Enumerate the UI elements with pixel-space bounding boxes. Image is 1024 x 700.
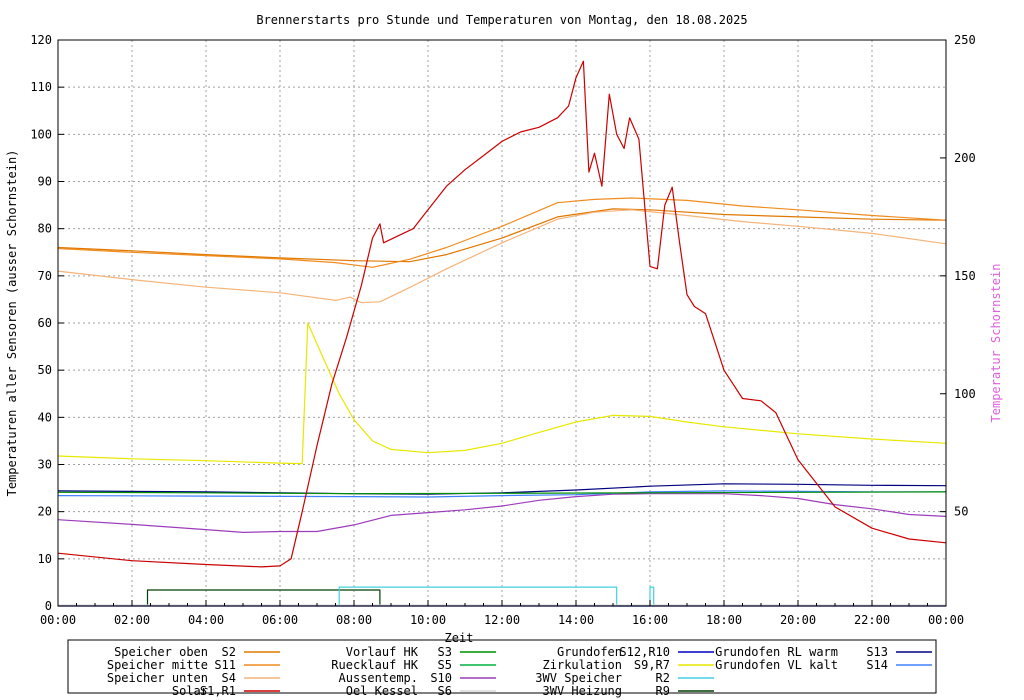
legend-code: S2 — [222, 645, 236, 659]
legend-entry: Aussentemp. S10 — [339, 671, 496, 685]
grid — [58, 40, 946, 606]
x-tick-label: 02:00 — [114, 613, 150, 627]
legend-label: Grundofen VL kalt — [715, 658, 838, 672]
x-tick-label: 06:00 — [262, 613, 298, 627]
axes: 0 10 20 30 40 50 60 70 80 90 100 110 120 50 100 150 200 2… — [30, 33, 975, 627]
y-tick-label: 100 — [30, 127, 52, 141]
x-axis-label: Zeit — [445, 631, 474, 645]
legend-entry: Speicher oben S2 — [114, 645, 280, 659]
series-line-s2 — [57, 208, 947, 263]
chart-title: Brennerstarts pro Stunde und Temperature… — [256, 13, 747, 27]
y-tick-label: 120 — [30, 33, 52, 47]
x-tick-label: 22:00 — [854, 613, 890, 627]
legend-entry: Vorlauf HK S3 — [346, 645, 496, 659]
legend-label: Grundofen RL warm — [715, 645, 838, 659]
x-tick-label: 12:00 — [484, 613, 520, 627]
series-group — [57, 60, 947, 607]
y-tick-label: 90 — [38, 175, 52, 189]
y2-tick-label: 150 — [954, 269, 976, 283]
legend-entry: 3WV Speicher R2 — [535, 671, 714, 685]
x-tick-label: 08:00 — [336, 613, 372, 627]
x-tick-label: 14:00 — [558, 613, 594, 627]
legend-label: Speicher unten — [107, 671, 208, 685]
legend-code: R2 — [656, 671, 670, 685]
legend-label: 3WV Speicher — [535, 671, 622, 685]
series-line-s1r1 — [57, 60, 947, 568]
legend-label: Speicher mitte — [107, 658, 208, 672]
legend-label: Zirkulation — [543, 658, 622, 672]
legend-entry: Grundofen VL kalt S14 — [715, 658, 932, 672]
series-line-s4 — [57, 209, 947, 304]
legend-code: S3 — [438, 645, 452, 659]
legend-entry: Oel Kessel S6 — [346, 684, 496, 698]
x-tick-label: 20:00 — [780, 613, 816, 627]
legend-entry: 3WV Heizung R9 — [543, 684, 714, 698]
y-axis-label: Temperaturen aller Sensoren (ausser Scho… — [5, 150, 19, 497]
y-tick-label: 70 — [38, 269, 52, 283]
y2-tick-label: 100 — [954, 387, 976, 401]
legend-entry: Speicher unten S4 — [107, 671, 280, 685]
legend-code: S10 — [430, 671, 452, 685]
legend-code: S6 — [438, 684, 452, 698]
legend-entry: Speicher mitte S11 — [107, 658, 280, 672]
legend-code: S11 — [214, 658, 236, 672]
legend-code: S1,R1 — [200, 684, 236, 698]
y-tick-label: 30 — [38, 458, 52, 472]
series-line-r2 — [338, 586, 655, 607]
y-tick-label: 110 — [30, 80, 52, 94]
legend-code: R9 — [656, 684, 670, 698]
legend-code: S5 — [438, 658, 452, 672]
legend-label: Ruecklauf HK — [331, 658, 418, 672]
y-tick-label: 50 — [38, 363, 52, 377]
y2-tick-label: 250 — [954, 33, 976, 47]
y-tick-label: 60 — [38, 316, 52, 330]
y2-axis-label: Temperatur Schornstein — [989, 264, 1003, 423]
series-line-r9 — [146, 589, 381, 606]
x-tick-label: 00:00 — [928, 613, 964, 627]
legend-code: S12,R10 — [619, 645, 670, 659]
y-tick-label: 10 — [38, 552, 52, 566]
series-line-s9r7 — [57, 322, 947, 465]
legend-label: Grundofen — [557, 645, 622, 659]
y2-tick-label: 200 — [954, 151, 976, 165]
series-line-s10 — [57, 493, 947, 534]
x-tick-label: 18:00 — [706, 613, 742, 627]
y-tick-label: 80 — [38, 222, 52, 236]
legend-entry: Ruecklauf HK S5 — [331, 658, 496, 672]
legend-label: Speicher oben — [114, 645, 208, 659]
legend-code: S13 — [866, 645, 888, 659]
y-tick-label: 0 — [45, 599, 52, 613]
y-tick-label: 20 — [38, 505, 52, 519]
legend-label: 3WV Heizung — [543, 684, 622, 698]
legend-label: Oel Kessel — [346, 684, 418, 698]
legend-code: S4 — [222, 671, 236, 685]
legend-label: Aussentemp. — [339, 671, 418, 685]
x-tick-label: 00:00 — [40, 613, 76, 627]
y-tick-label: 40 — [38, 410, 52, 424]
legend-code: S9,R7 — [634, 658, 670, 672]
legend-entry: Zirkulation S9,R7 — [543, 658, 714, 672]
x-tick-label: 16:00 — [632, 613, 668, 627]
y2-tick-label: 50 — [954, 505, 968, 519]
series-line-s3 — [57, 491, 947, 495]
legend-entry: Grundofen RL warm S13 — [715, 645, 932, 659]
legend-box — [67, 639, 937, 694]
legend-label: Solar — [172, 684, 208, 698]
legend-code: S14 — [866, 658, 888, 672]
legend-label: Vorlauf HK — [346, 645, 419, 659]
series-line-s11 — [57, 197, 947, 268]
x-tick-label: 10:00 — [410, 613, 446, 627]
x-tick-label: 04:00 — [188, 613, 224, 627]
